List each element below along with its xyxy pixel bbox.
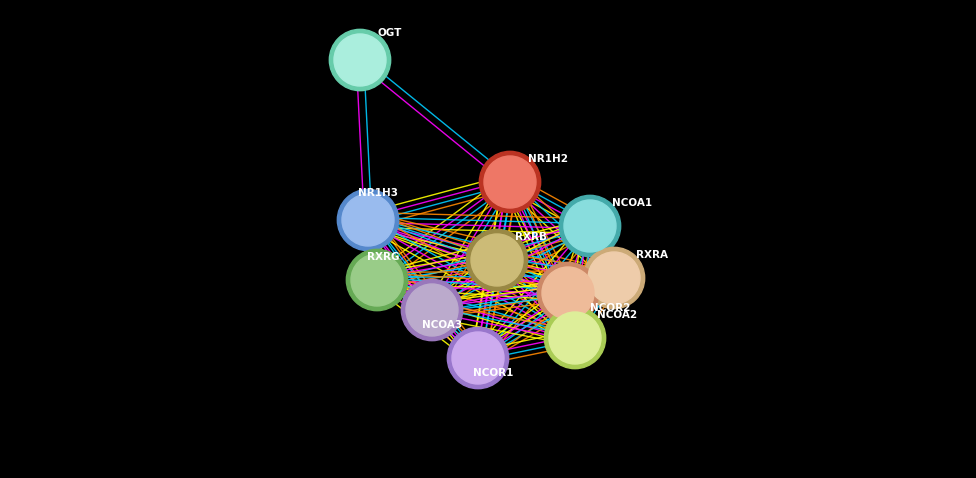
Circle shape <box>484 156 536 208</box>
Circle shape <box>538 262 598 324</box>
Text: NCOA2: NCOA2 <box>597 310 637 320</box>
Circle shape <box>564 200 616 252</box>
Circle shape <box>471 234 523 286</box>
Circle shape <box>329 29 390 91</box>
Circle shape <box>588 252 640 304</box>
Text: RXRA: RXRA <box>636 250 668 260</box>
Text: RXRG: RXRG <box>367 252 399 262</box>
Circle shape <box>401 279 463 341</box>
Text: NCOR1: NCOR1 <box>473 368 513 378</box>
Text: NR1H3: NR1H3 <box>358 188 398 198</box>
Text: NR1H2: NR1H2 <box>528 154 568 164</box>
Circle shape <box>452 332 504 384</box>
Circle shape <box>338 189 398 250</box>
Circle shape <box>559 196 621 257</box>
Text: OGT: OGT <box>378 28 402 38</box>
Circle shape <box>351 254 403 306</box>
Text: NCOA3: NCOA3 <box>422 320 462 330</box>
Circle shape <box>479 152 541 213</box>
Circle shape <box>542 267 594 319</box>
Circle shape <box>342 194 394 246</box>
Text: RXRB: RXRB <box>515 232 547 242</box>
Circle shape <box>406 284 458 336</box>
Circle shape <box>346 250 408 311</box>
Circle shape <box>467 229 528 291</box>
Text: NCOR2: NCOR2 <box>590 303 630 313</box>
Circle shape <box>584 247 645 309</box>
Circle shape <box>334 34 386 86</box>
Circle shape <box>549 312 601 364</box>
Text: NCOA1: NCOA1 <box>612 198 652 208</box>
Circle shape <box>545 307 606 369</box>
Circle shape <box>447 327 508 389</box>
